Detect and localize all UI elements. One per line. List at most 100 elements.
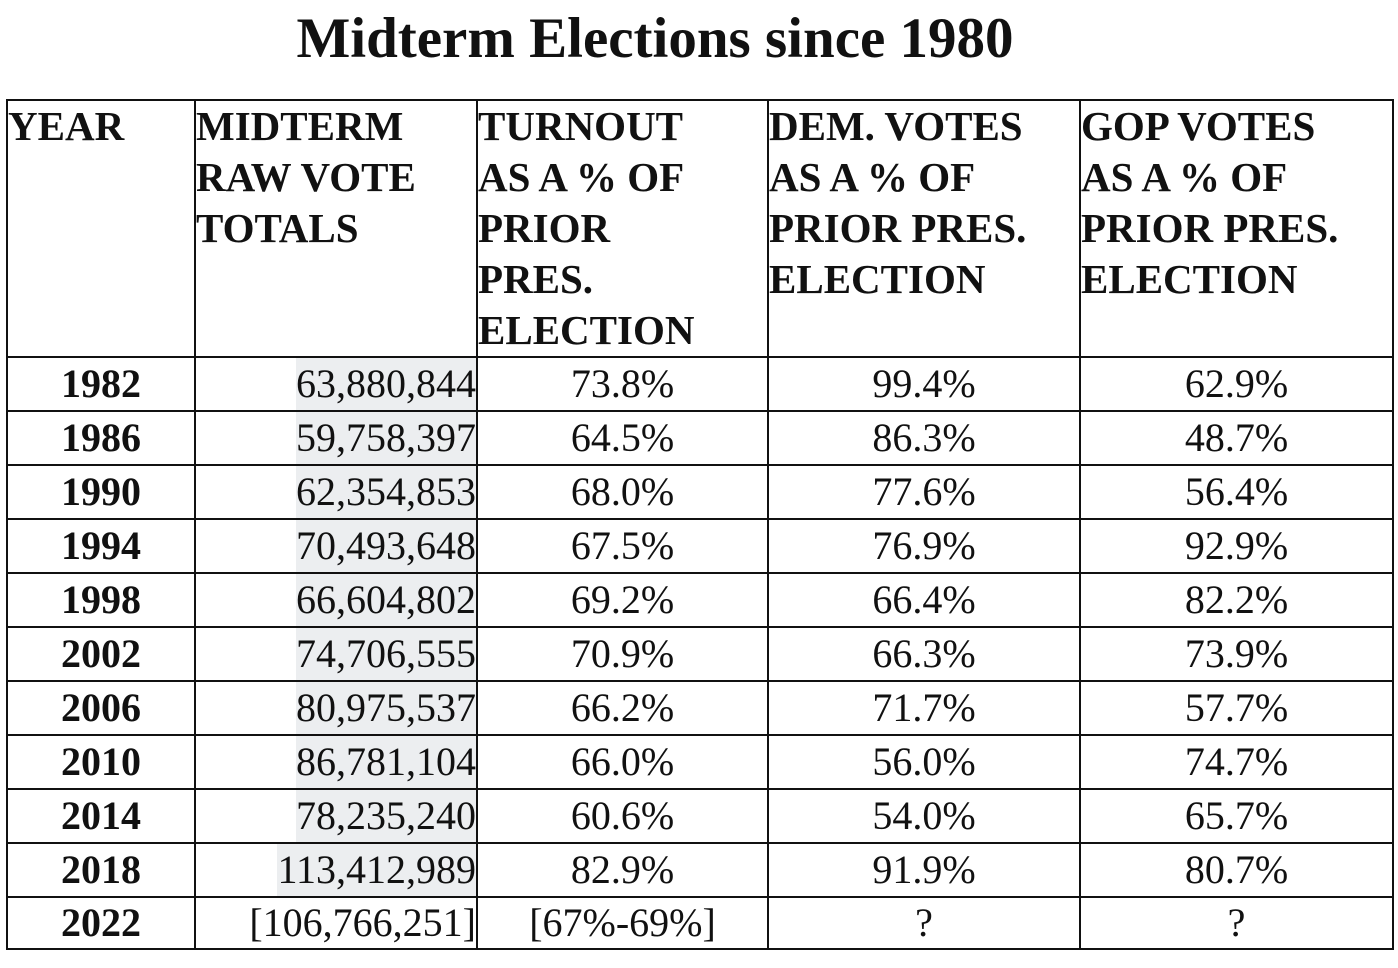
raw-vote-cell: 74,706,555: [194, 626, 478, 682]
header-line: GOP VOTES: [1081, 103, 1316, 149]
gop-votes-cell: 92.9%: [1079, 518, 1394, 574]
dem-votes-cell: 86.3%: [767, 410, 1081, 466]
gop-votes-cell: 56.4%: [1079, 464, 1394, 520]
year-cell: 2022: [6, 896, 196, 950]
header-line: ELECTION: [478, 307, 695, 353]
raw-vote-value: 78,235,240: [296, 790, 476, 842]
turnout-cell: 64.5%: [476, 410, 769, 466]
gop-votes-cell: 82.2%: [1079, 572, 1394, 628]
raw-vote-cell: 78,235,240: [194, 788, 478, 844]
gop-votes-cell: 48.7%: [1079, 410, 1394, 466]
gop-votes-cell: 80.7%: [1079, 842, 1394, 898]
year-cell: 1986: [6, 410, 196, 466]
header-line: PRIOR PRES.: [769, 205, 1027, 251]
table-row: 2018 113,412,989 82.9% 91.9% 80.7%: [6, 842, 1394, 898]
raw-vote-cell: 62,354,853: [194, 464, 478, 520]
raw-vote-value: 63,880,844: [296, 358, 476, 410]
header-gop-votes: GOP VOTES AS A % OF PRIOR PRES. ELECTION: [1079, 99, 1394, 358]
gop-votes-cell: 65.7%: [1079, 788, 1394, 844]
table-header: YEAR MIDTERM RAW VOTE TOTALS TURNOUT AS A % O…: [6, 99, 1394, 358]
year-cell: 1982: [6, 356, 196, 412]
dem-votes-cell: ?: [767, 896, 1081, 950]
turnout-cell: 69.2%: [476, 572, 769, 628]
header-line: ELECTION: [769, 256, 986, 302]
year-cell: 2010: [6, 734, 196, 790]
gop-votes-cell: 74.7%: [1079, 734, 1394, 790]
header-line: ELECTION: [1081, 256, 1298, 302]
raw-vote-value: [106,766,251]: [249, 900, 476, 945]
raw-vote-value: 70,493,648: [296, 520, 476, 572]
header-line: RAW VOTE: [196, 154, 416, 200]
turnout-cell: 68.0%: [476, 464, 769, 520]
header-line: TURNOUT: [478, 103, 684, 149]
raw-vote-cell: 59,758,397: [194, 410, 478, 466]
year-cell: 1994: [6, 518, 196, 574]
turnout-cell: 73.8%: [476, 356, 769, 412]
dem-votes-cell: 54.0%: [767, 788, 1081, 844]
dem-votes-cell: 91.9%: [767, 842, 1081, 898]
dem-votes-cell: 71.7%: [767, 680, 1081, 736]
midterm-table: YEAR MIDTERM RAW VOTE TOTALS TURNOUT AS A % O…: [6, 99, 1394, 950]
header-dem-votes: DEM. VOTES AS A % OF PRIOR PRES. ELECTION: [767, 99, 1081, 358]
turnout-cell: 70.9%: [476, 626, 769, 682]
table-row: 2006 80,975,537 66.2% 71.7% 57.7%: [6, 680, 1394, 736]
table-row: 1998 66,604,802 69.2% 66.4% 82.2%: [6, 572, 1394, 628]
gop-votes-cell: 62.9%: [1079, 356, 1394, 412]
raw-vote-cell: 80,975,537: [194, 680, 478, 736]
turnout-cell: [67%-69%]: [476, 896, 769, 950]
raw-vote-cell: 86,781,104: [194, 734, 478, 790]
turnout-cell: 66.0%: [476, 734, 769, 790]
header-line: YEAR: [8, 103, 125, 149]
header-line: AS A % OF: [1081, 154, 1288, 200]
table-row: 2010 86,781,104 66.0% 56.0% 74.7%: [6, 734, 1394, 790]
raw-vote-cell: 66,604,802: [194, 572, 478, 628]
table-row: 1994 70,493,648 67.5% 76.9% 92.9%: [6, 518, 1394, 574]
dem-votes-cell: 66.3%: [767, 626, 1081, 682]
turnout-cell: 66.2%: [476, 680, 769, 736]
table-row: 1986 59,758,397 64.5% 86.3% 48.7%: [6, 410, 1394, 466]
year-cell: 2002: [6, 626, 196, 682]
gop-votes-cell: 73.9%: [1079, 626, 1394, 682]
table-row: 2014 78,235,240 60.6% 54.0% 65.7%: [6, 788, 1394, 844]
dem-votes-cell: 76.9%: [767, 518, 1081, 574]
dem-votes-cell: 99.4%: [767, 356, 1081, 412]
year-cell: 2014: [6, 788, 196, 844]
raw-vote-cell: 113,412,989: [194, 842, 478, 898]
dem-votes-cell: 66.4%: [767, 572, 1081, 628]
gop-votes-cell: ?: [1079, 896, 1394, 950]
raw-vote-cell: 63,880,844: [194, 356, 478, 412]
year-cell: 1998: [6, 572, 196, 628]
header-line: AS A % OF: [769, 154, 976, 200]
raw-vote-value: 66,604,802: [296, 574, 476, 626]
page-title: Midterm Elections since 1980: [296, 7, 1014, 70]
header-year: YEAR: [6, 99, 196, 358]
dem-votes-cell: 56.0%: [767, 734, 1081, 790]
year-cell: 1990: [6, 464, 196, 520]
header-line: AS A % OF: [478, 154, 685, 200]
gop-votes-cell: 57.7%: [1079, 680, 1394, 736]
header-raw-vote-totals: MIDTERM RAW VOTE TOTALS: [194, 99, 478, 358]
header-line: TOTALS: [196, 205, 359, 251]
dem-votes-cell: 77.6%: [767, 464, 1081, 520]
raw-vote-value: 74,706,555: [296, 628, 476, 680]
raw-vote-cell: [106,766,251]: [194, 896, 478, 950]
header-line: MIDTERM: [196, 103, 404, 149]
header-line: PRIOR: [478, 205, 611, 251]
raw-vote-value: 62,354,853: [296, 466, 476, 518]
turnout-cell: 82.9%: [476, 842, 769, 898]
turnout-cell: 60.6%: [476, 788, 769, 844]
table-body: 1982 63,880,844 73.8% 99.4% 62.9% 1986 59,758,…: [6, 356, 1394, 950]
header-turnout: TURNOUT AS A % OF PRIOR PRES. ELECTION: [476, 99, 769, 358]
header-line: DEM. VOTES: [769, 103, 1023, 149]
header-line: PRIOR PRES.: [1081, 205, 1339, 251]
turnout-cell: 67.5%: [476, 518, 769, 574]
table-row: 2002 74,706,555 70.9% 66.3% 73.9%: [6, 626, 1394, 682]
header-line: PRES.: [478, 256, 594, 302]
header-row: YEAR MIDTERM RAW VOTE TOTALS TURNOUT AS A % O…: [6, 99, 1394, 358]
year-cell: 2018: [6, 842, 196, 898]
table-row: 1982 63,880,844 73.8% 99.4% 62.9%: [6, 356, 1394, 412]
raw-vote-value: 86,781,104: [296, 736, 476, 788]
raw-vote-value: 59,758,397: [296, 412, 476, 464]
year-cell: 2006: [6, 680, 196, 736]
raw-vote-value: 113,412,989: [277, 844, 476, 896]
